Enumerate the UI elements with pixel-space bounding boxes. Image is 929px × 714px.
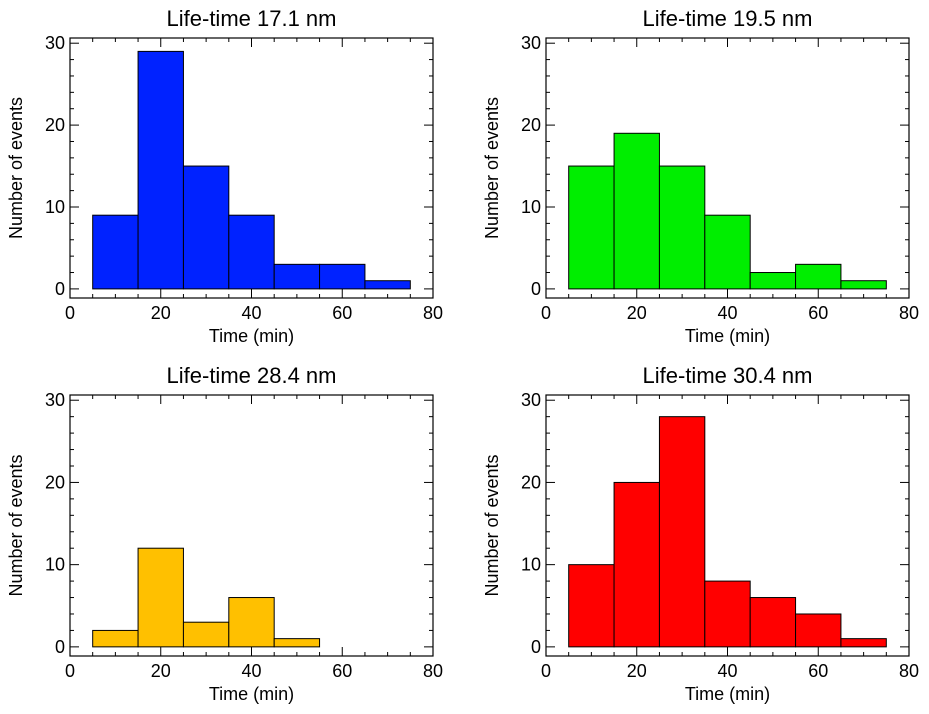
histogram-bar: [92, 629, 139, 648]
histogram-bar: [228, 597, 275, 648]
y-tick-label: 30: [521, 390, 541, 410]
y-tick-label: 10: [45, 555, 65, 575]
y-axis-label: Number of events: [6, 454, 26, 596]
chart-title: Life-time 19.5 nm: [643, 6, 813, 31]
histogram-bar: [658, 416, 706, 648]
y-tick-label: 10: [521, 197, 541, 217]
y-tick-label: 30: [521, 33, 541, 53]
x-tick-label: 20: [627, 661, 647, 681]
y-tick-label: 0: [55, 637, 65, 657]
x-axis-label: Time (min): [685, 326, 770, 346]
x-tick-label: 40: [717, 303, 737, 323]
histogram-bar: [704, 214, 751, 290]
histogram-bar: [273, 638, 321, 648]
y-tick-label: 0: [531, 279, 541, 299]
histogram-bar: [92, 214, 139, 290]
y-tick-label: 0: [531, 637, 541, 657]
x-tick-label: 80: [423, 303, 443, 323]
histogram-bar: [749, 597, 797, 648]
histogram-bar: [613, 481, 660, 648]
y-tick-label: 20: [521, 115, 541, 135]
histogram-bar: [137, 50, 184, 290]
y-tick-label: 10: [45, 197, 65, 217]
chart-title: Life-time 17.1 nm: [167, 6, 337, 31]
histogram-bar: [840, 280, 887, 290]
histogram-bar: [568, 165, 615, 290]
x-tick-label: 60: [332, 661, 352, 681]
x-tick-label: 0: [541, 303, 551, 323]
x-tick-label: 40: [241, 661, 261, 681]
histogram-bar: [840, 638, 887, 648]
panel-lifetime-171: 0 20 40 60 80 0 10 20 30 Life-time 17.1 nm Time (m…: [6, 6, 443, 346]
y-tick-label: 20: [521, 472, 541, 492]
y-tick-label: 20: [45, 472, 65, 492]
y-tick-label: 20: [45, 115, 65, 135]
x-tick-label: 40: [241, 303, 261, 323]
x-tick-label: 60: [808, 661, 828, 681]
chart-title: Life-time 28.4 nm: [167, 363, 337, 388]
y-axis-label: Number of events: [482, 97, 502, 239]
x-tick-label: 20: [151, 303, 171, 323]
y-axis-label: Number of events: [482, 454, 502, 596]
histogram-bar: [273, 263, 321, 290]
histogram-bar: [795, 613, 842, 648]
x-tick-label: 20: [627, 303, 647, 323]
histogram-bar: [658, 165, 706, 290]
y-tick-label: 10: [521, 555, 541, 575]
panel-lifetime-304: 0 20 40 60 80 0 10 20 30 Life-time 30.4 nm Time (m…: [482, 363, 919, 704]
histogram-bar: [568, 564, 615, 648]
x-tick-label: 60: [332, 303, 352, 323]
panel-lifetime-284: 0 20 40 60 80 0 10 20 30 Life-time 28.4 nm Time (m…: [6, 363, 443, 704]
x-tick-label: 80: [423, 661, 443, 681]
histogram-bar: [795, 263, 842, 290]
x-tick-label: 0: [65, 661, 75, 681]
x-tick-label: 0: [541, 661, 551, 681]
histogram-bar: [613, 132, 660, 290]
x-tick-label: 80: [899, 661, 919, 681]
x-axis-label: Time (min): [209, 684, 294, 704]
histogram-bar: [182, 165, 230, 290]
x-tick-label: 80: [899, 303, 919, 323]
y-tick-label: 0: [55, 279, 65, 299]
histogram-bar: [137, 547, 184, 648]
x-tick-label: 0: [65, 303, 75, 323]
x-axis-label: Time (min): [209, 326, 294, 346]
chart-title: Life-time 30.4 nm: [643, 363, 813, 388]
x-axis-label: Time (min): [685, 684, 770, 704]
histogram-bar: [364, 280, 411, 290]
histogram-bar: [182, 621, 230, 648]
y-axis-label: Number of events: [6, 97, 26, 239]
y-tick-label: 30: [45, 390, 65, 410]
x-tick-label: 20: [151, 661, 171, 681]
histogram-bar: [749, 272, 797, 290]
y-tick-label: 30: [45, 33, 65, 53]
histogram-bar: [704, 580, 751, 648]
panel-lifetime-195: 0 20 40 60 80 0 10 20 30 Life-time 19.5 nm Time (m…: [482, 6, 919, 346]
x-tick-label: 40: [717, 661, 737, 681]
x-tick-label: 60: [808, 303, 828, 323]
histogram-bar: [228, 214, 275, 290]
histogram-bar: [319, 263, 366, 290]
